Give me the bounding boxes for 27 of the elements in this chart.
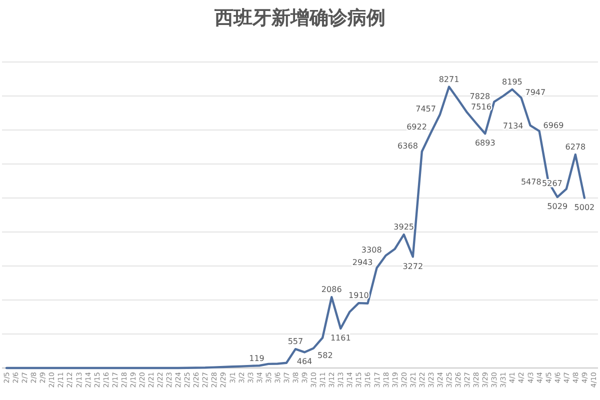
- data-label: 8271: [438, 74, 460, 84]
- data-label: 7828: [470, 92, 490, 101]
- data-label: 2086: [321, 285, 342, 294]
- data-label: 7516: [471, 102, 492, 112]
- data-label: 3925: [394, 222, 414, 232]
- data-label: 6893: [474, 138, 496, 148]
- data-label: 6969: [543, 121, 564, 130]
- data-label: 5002: [574, 202, 595, 212]
- data-label: 6278: [565, 142, 586, 152]
- data-label: 582: [318, 351, 333, 360]
- data-label: 5478: [520, 178, 542, 187]
- data-label: 3308: [361, 246, 382, 255]
- data-label: 7457: [416, 104, 436, 114]
- data-label: 119: [249, 354, 264, 363]
- chart-title: 西班牙新增确诊病例: [214, 7, 386, 29]
- data-label: 1910: [348, 291, 369, 300]
- data-label: 7947: [525, 88, 546, 97]
- data-label: 6368: [398, 141, 418, 150]
- data-label: 2943: [352, 258, 373, 267]
- data-label: 5029: [547, 202, 568, 212]
- data-label: 7134: [502, 121, 524, 130]
- data-label: 557: [288, 337, 304, 346]
- data-label: 1161: [330, 334, 351, 343]
- data-label: 6922: [406, 122, 427, 132]
- data-label: 8195: [502, 77, 522, 86]
- data-label: 464: [296, 357, 312, 366]
- data-label: 3272: [402, 262, 424, 271]
